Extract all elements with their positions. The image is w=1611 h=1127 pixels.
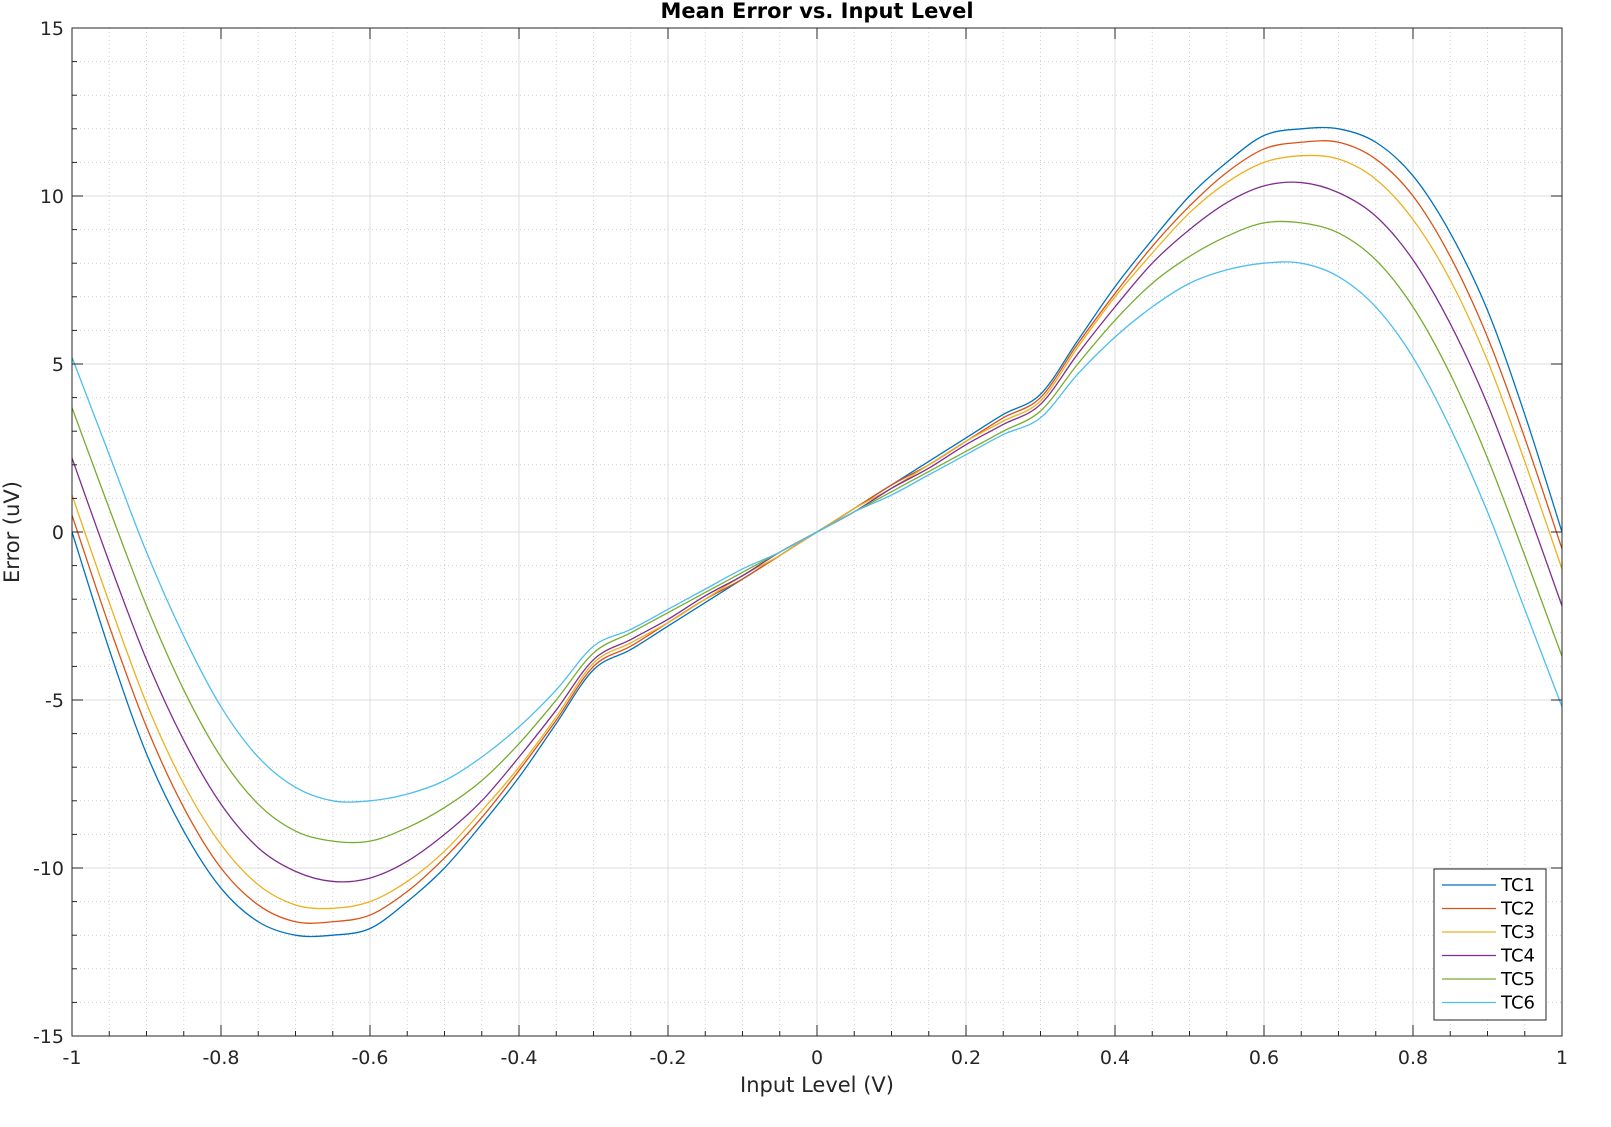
x-tick-label: -0.8	[202, 1047, 239, 1069]
x-tick-label: 1	[1556, 1047, 1568, 1069]
legend-box	[1433, 868, 1547, 1021]
legend-label-tc5: TC5	[1500, 969, 1535, 990]
x-axis-title: Input Level (V)	[740, 1073, 894, 1097]
axis-ticks	[71, 27, 1563, 1037]
x-tick-label: -0.6	[351, 1047, 388, 1069]
legend-label-tc1: TC1	[1500, 875, 1535, 896]
x-tick-label: -0.4	[500, 1047, 537, 1069]
y-tick-label: -5	[45, 690, 64, 712]
y-tick-label: -10	[33, 858, 64, 880]
y-tick-labels: -15 -10 -5 0 5 10 15	[33, 18, 64, 1048]
legend-label-tc3: TC3	[1500, 922, 1535, 943]
series-line-tc6	[71, 261, 1563, 803]
y-tick-label: 0	[52, 522, 64, 544]
y-tick-label: 15	[40, 18, 64, 40]
chart-title: Mean Error vs. Input Level	[660, 0, 973, 23]
x-tick-label: 0.4	[1100, 1047, 1130, 1069]
y-tick-label: -15	[33, 1026, 64, 1048]
x-tick-label: 0.6	[1249, 1047, 1279, 1069]
x-tick-label: 0	[811, 1047, 823, 1069]
x-tick-label: 0.2	[951, 1047, 981, 1069]
x-tick-label: -1	[63, 1047, 82, 1069]
y-axis-title: Error (uV)	[0, 481, 24, 583]
legend-label-tc2: TC2	[1500, 899, 1535, 920]
legend-label-tc6: TC6	[1500, 993, 1535, 1014]
x-tick-label: -0.2	[649, 1047, 686, 1069]
legend-label-tc4: TC4	[1500, 946, 1535, 967]
x-tick-label: 0.8	[1398, 1047, 1428, 1069]
series-layer	[71, 126, 1563, 938]
y-tick-label: 5	[52, 354, 64, 376]
y-tick-label: 10	[40, 186, 64, 208]
x-tick-labels: -1 -0.8 -0.6 -0.4 -0.2 0 0.2 0.4 0.6 0.8 1	[63, 1047, 1569, 1069]
